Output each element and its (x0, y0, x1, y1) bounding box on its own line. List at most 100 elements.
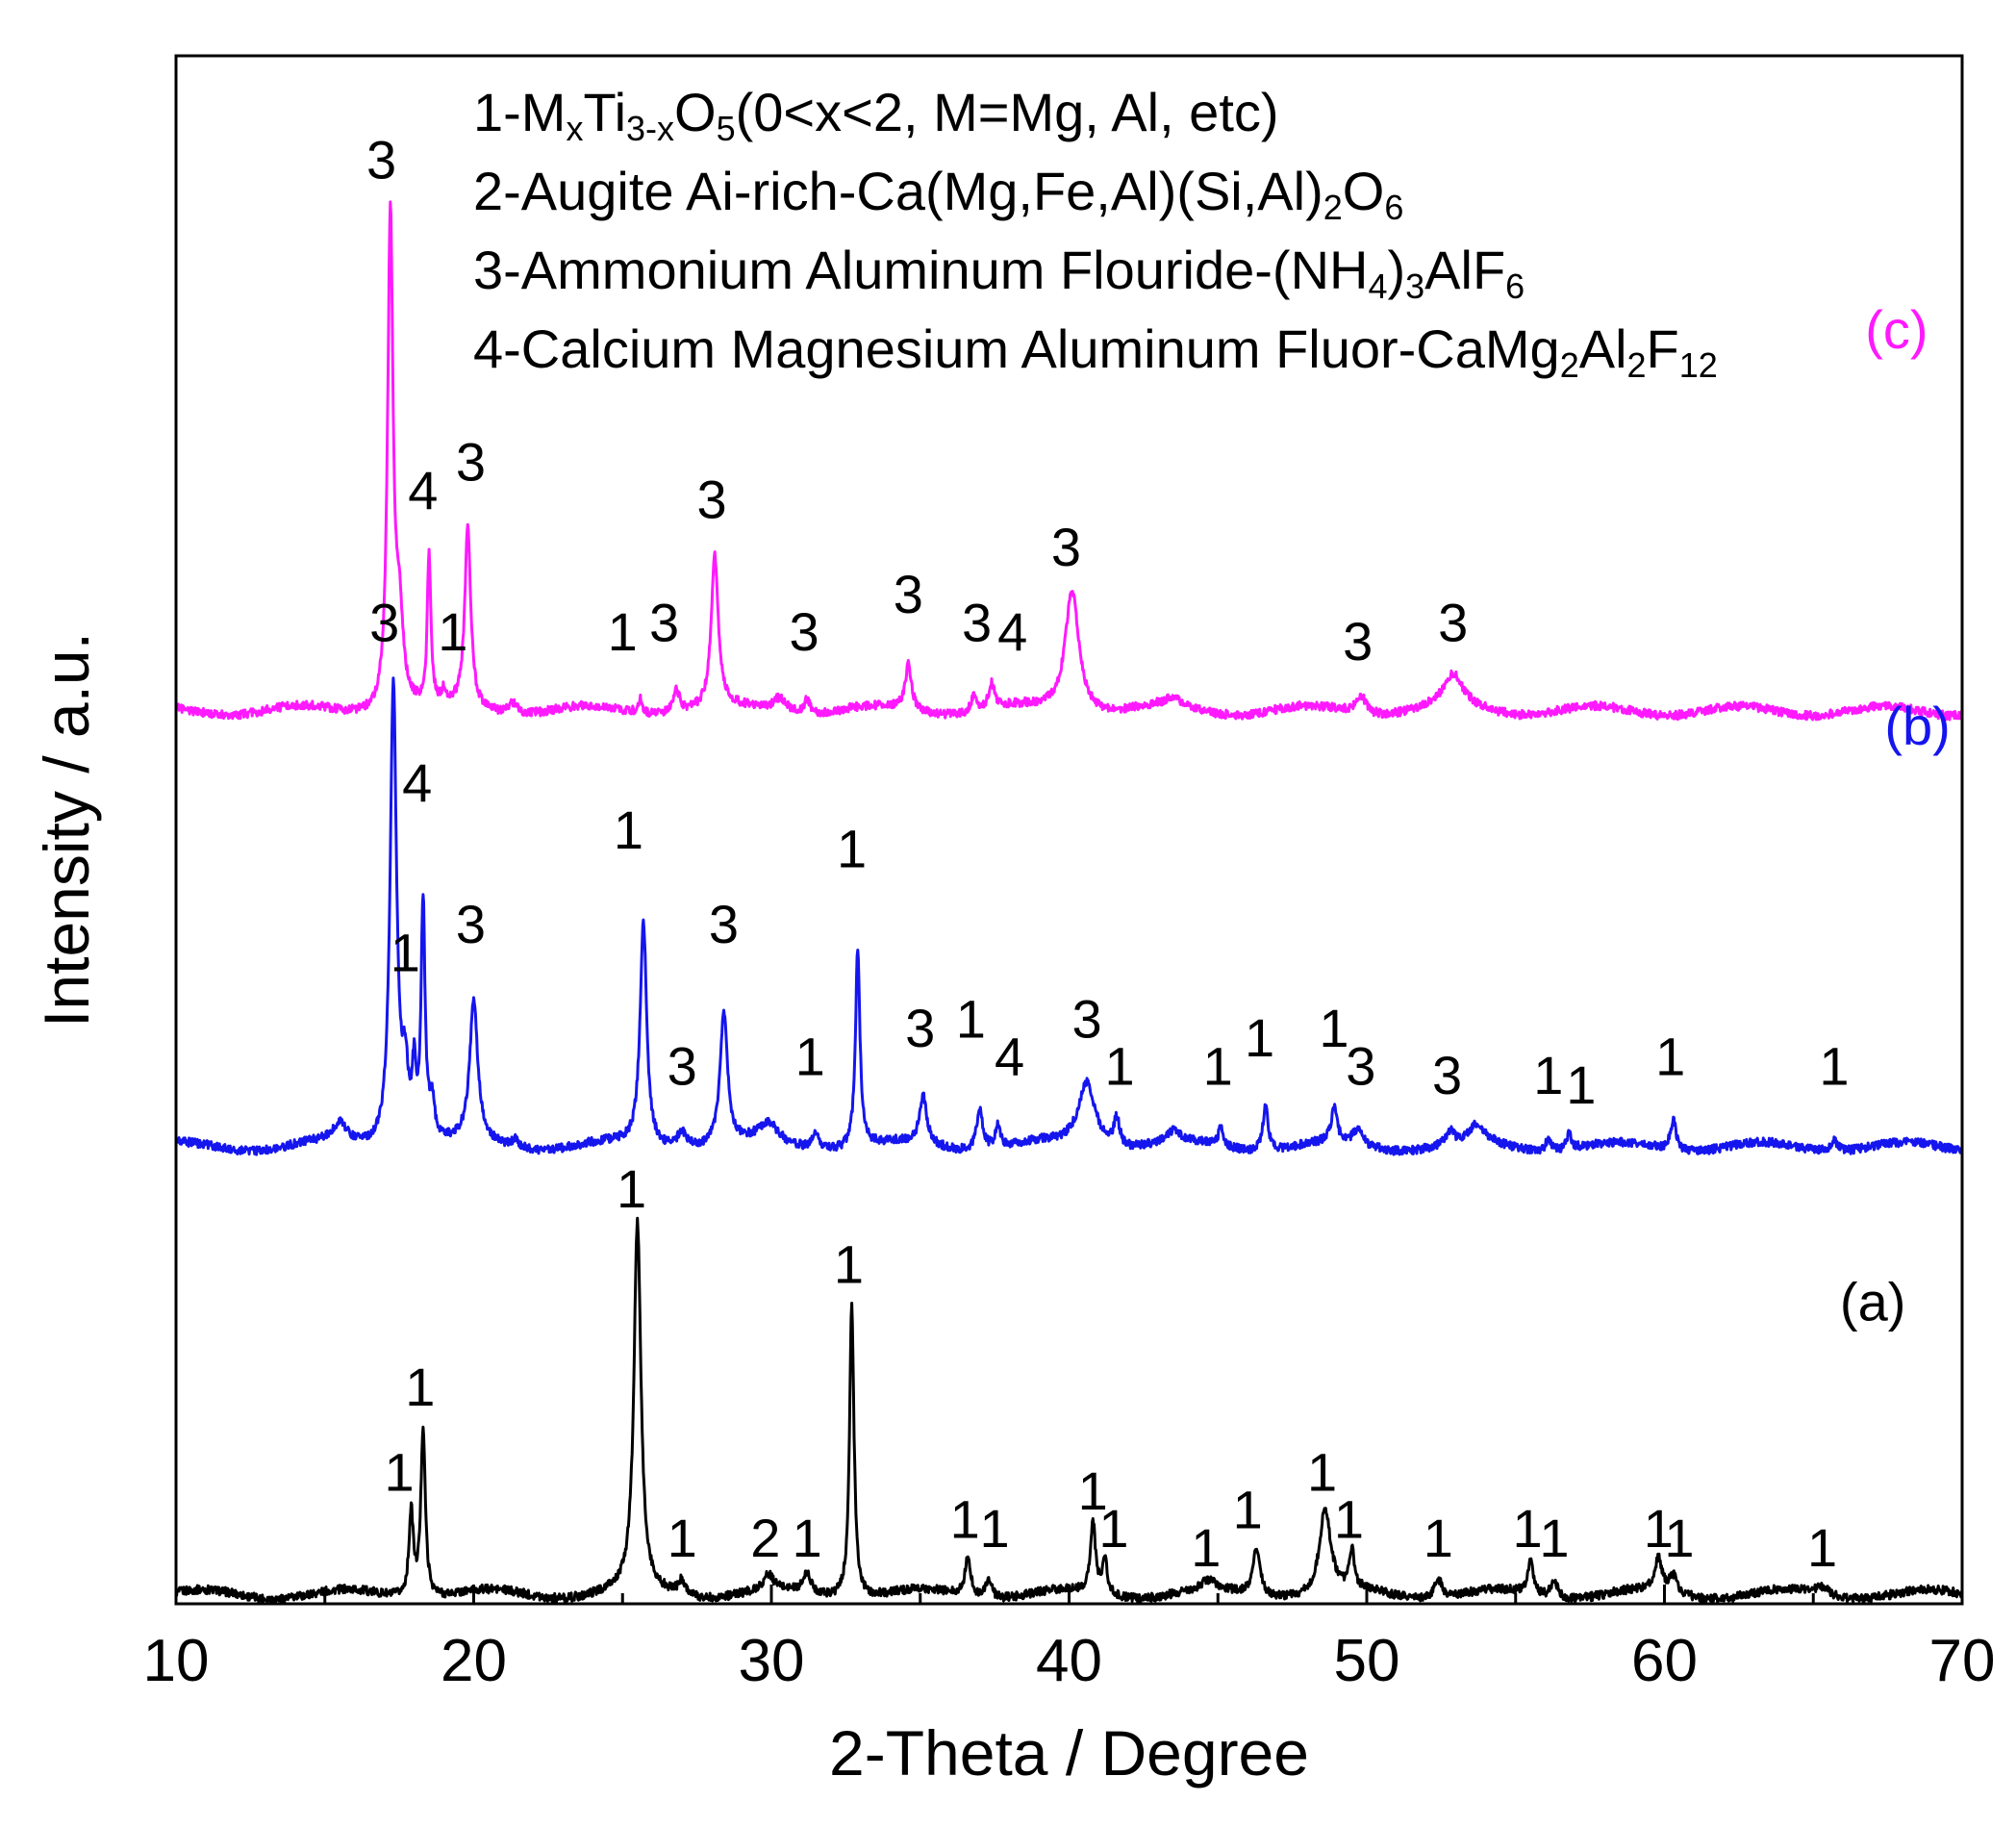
peak-label: 1 (1566, 1054, 1596, 1115)
peak-label: 3 (709, 894, 739, 954)
peak-label: 3 (697, 469, 727, 530)
legend-subscript: 3 (1405, 266, 1424, 306)
legend-subscript: 5 (717, 109, 736, 148)
peak-label: 1 (1664, 1508, 1694, 1568)
peak-label: 1 (668, 1508, 697, 1568)
peak-label: 1 (950, 1488, 980, 1549)
peak-label: 3 (962, 592, 992, 652)
x-tick-label: 60 (1631, 1628, 1698, 1694)
peak-label: 3 (1343, 611, 1373, 672)
peak-label: 1 (1098, 1498, 1128, 1559)
peak-label: 1 (1307, 1441, 1337, 1502)
legend-text: Ti (583, 82, 626, 142)
series-line (174, 676, 1963, 1156)
peak-label: 1 (1807, 1517, 1837, 1578)
peak-label: 1 (1513, 1498, 1543, 1559)
legend-entry: 1-MxTi3-xO5(0<x<2, M=Mg, Al, etc) (473, 82, 1279, 148)
x-tick-label: 20 (441, 1628, 507, 1694)
legend-text: 1-M (473, 82, 566, 142)
peak-label: 4 (995, 1027, 1024, 1087)
peak-label: 3 (366, 130, 396, 190)
legend-entry: 4-Calcium Magnesium Aluminum Fluor-CaMg2… (473, 318, 1718, 385)
series-line (174, 200, 1964, 722)
peak-label: 1 (617, 1158, 646, 1219)
peak-label: 1 (391, 923, 420, 983)
peak-label: 1 (1319, 998, 1348, 1058)
y-axis-title: Intensity / a.u. (31, 632, 102, 1028)
legend-subscript: 6 (1384, 188, 1403, 227)
legend-text: (0<x<2, M=Mg, Al, etc) (736, 82, 1279, 142)
peak-label: 3 (456, 431, 486, 492)
legend-text: F (1647, 318, 1679, 379)
series-name-label: (c) (1865, 299, 1928, 360)
legend-text: 3-Ammonium Aluminum Flouride-(NH (473, 240, 1368, 300)
x-tick-label: 40 (1036, 1628, 1102, 1694)
peak-label: 1 (1533, 1045, 1563, 1105)
legend-text: 2-Augite Ai-rich-Ca(Mg,Fe,Al)(Si,Al) (473, 161, 1323, 221)
peak-label: 1 (1334, 1488, 1364, 1549)
peak-label: 3 (1438, 592, 1468, 652)
peak-label: 1 (1203, 1035, 1233, 1096)
peak-label: 1 (793, 1508, 822, 1568)
peak-label: 4 (402, 752, 432, 813)
legend-text: AlF (1424, 240, 1505, 300)
peak-label: 1 (1539, 1508, 1569, 1568)
peak-label: 3 (456, 894, 486, 954)
legend-entry: 2-Augite Ai-rich-Ca(Mg,Fe,Al)(Si,Al)2O6 (473, 161, 1403, 227)
peak-label: 3 (1071, 988, 1101, 1049)
peak-label: 1 (1424, 1508, 1453, 1568)
legend-text: Al (1579, 318, 1627, 379)
peak-label: 1 (1245, 1007, 1274, 1068)
peak-label: 1 (1819, 1035, 1849, 1096)
legend-text: O (1343, 161, 1385, 221)
peak-label: 1 (1655, 1027, 1685, 1087)
peak-label: 1 (834, 1233, 864, 1294)
series-name-label: (b) (1884, 696, 1950, 756)
peak-label: 3 (894, 564, 923, 624)
peak-label: 1 (1078, 1460, 1108, 1521)
peak-label: 1 (1191, 1517, 1221, 1578)
legend-subscript: 2 (1323, 188, 1343, 227)
peak-label: 1 (837, 819, 867, 879)
x-axis-ticks (174, 1585, 1964, 1604)
peak-label: 4 (408, 460, 438, 520)
legend-subscript: 2 (1560, 345, 1579, 385)
peak-label: 3 (905, 998, 935, 1058)
legend-subscript: 2 (1627, 345, 1647, 385)
peak-label: 2 (750, 1508, 780, 1568)
peak-label: 1 (1105, 1035, 1135, 1096)
peak-label: 1 (608, 601, 638, 662)
peak-label: 1 (795, 1027, 825, 1087)
peak-label: 1 (980, 1498, 1010, 1559)
peak-label: 3 (1432, 1045, 1462, 1105)
peak-label: 3 (789, 601, 819, 662)
legend-subscript: x (566, 109, 583, 148)
legend-subscript: 4 (1368, 266, 1387, 306)
peak-label: 1 (385, 1441, 415, 1502)
peak-label: 3 (1346, 1035, 1375, 1096)
peak-label: 3 (668, 1035, 697, 1096)
x-tick-label: 50 (1334, 1628, 1400, 1694)
legend-text: 4-Calcium Magnesium Aluminum Fluor-CaMg (473, 318, 1560, 379)
x-axis-title: 2-Theta / Degree (829, 1717, 1309, 1789)
peak-label: 3 (369, 592, 399, 652)
phase-legend: 1-MxTi3-xO5(0<x<2, M=Mg, Al, etc)2-Augit… (473, 82, 1718, 385)
peak-label: 1 (614, 799, 643, 860)
legend-subscript: 6 (1505, 266, 1525, 306)
x-axis-tick-labels: 10 20 30 40 50 60 70 (143, 1628, 1996, 1694)
legend-text: ) (1387, 240, 1405, 300)
x-tick-label: 10 (143, 1628, 210, 1694)
legend-subscript: 3-x (626, 109, 674, 148)
x-tick-label: 70 (1929, 1628, 1996, 1694)
peak-label: 4 (997, 601, 1027, 662)
peak-label: 1 (405, 1357, 435, 1417)
peak-label: 3 (1051, 517, 1081, 577)
series-name-label: (a) (1840, 1272, 1905, 1332)
legend-subscript: 12 (1679, 345, 1718, 385)
peak-label: 1 (438, 601, 467, 662)
peak-label: 3 (649, 592, 679, 652)
peak-label: 1 (1233, 1480, 1263, 1540)
